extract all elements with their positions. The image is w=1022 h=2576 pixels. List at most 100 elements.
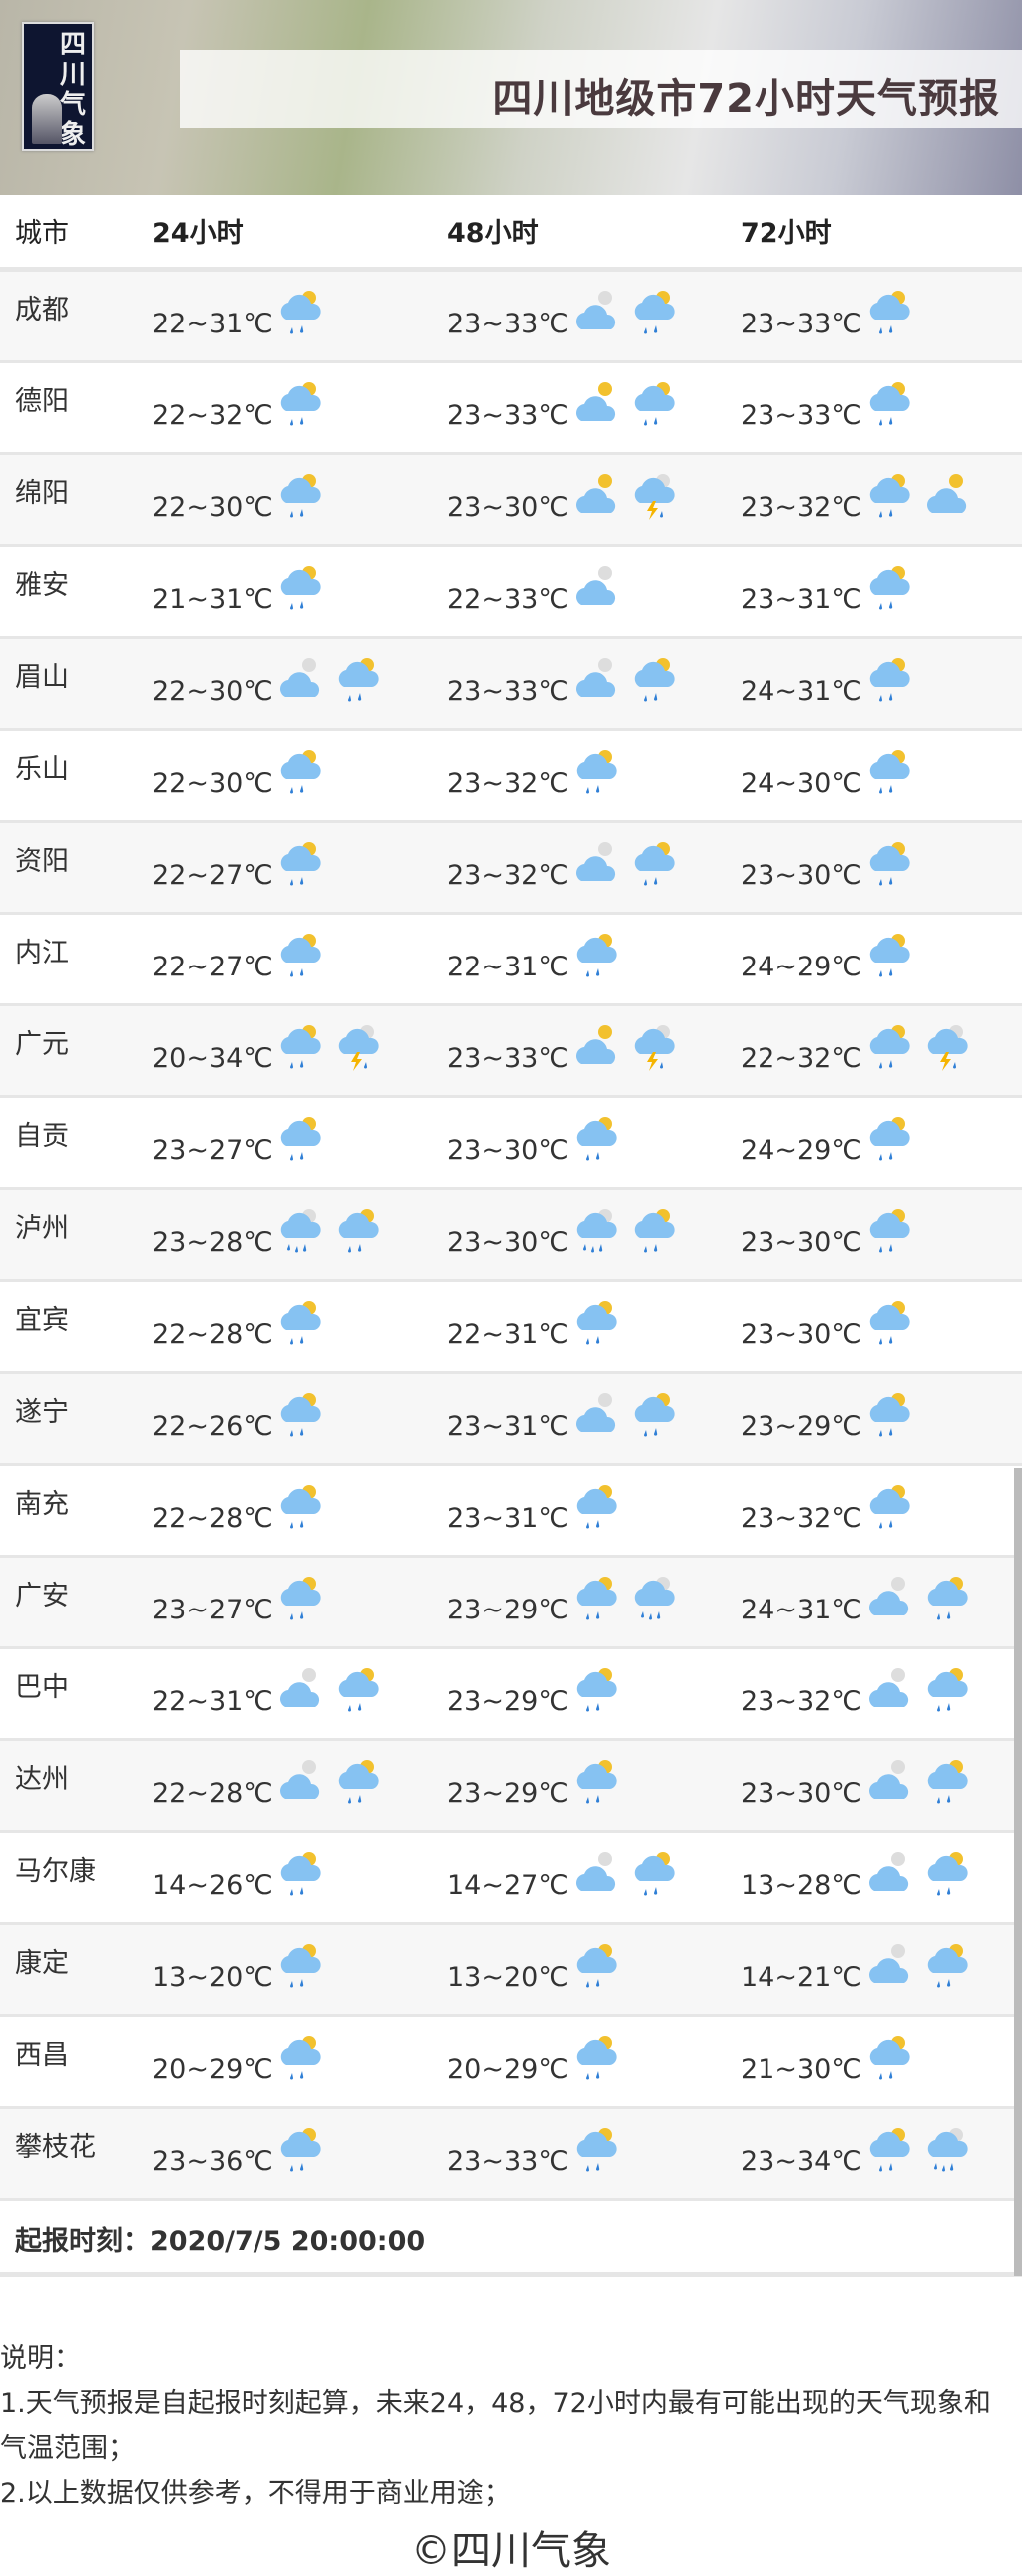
shower-icon [275, 1570, 325, 1629]
forecast-cell-d48: 23~33℃ [447, 284, 685, 343]
partly-cloudy-icon [922, 467, 972, 527]
temperature-range: 23~32℃ [741, 1503, 862, 1534]
city-name: 南充 [15, 1489, 69, 1520]
shower-icon [275, 2029, 325, 2089]
table-row: 泸州 23~28℃ 23~30℃ 23~30℃ [0, 1190, 1022, 1282]
notes: 说明： 1.天气预报是自起报时刻起算，未来24，48，72小时内最有可能出现的天… [0, 2336, 1008, 2516]
temperature-range: 24~31℃ [741, 676, 862, 707]
table-row: 达州 22~28℃ 23~29℃ 23~30℃ [0, 1741, 1022, 1833]
forecast-cell-d72: 24~30℃ [741, 743, 920, 803]
temperature-range: 22~26℃ [152, 1411, 273, 1442]
city-name: 资阳 [15, 846, 69, 877]
forecast-cell-d24: 23~36℃ [152, 2121, 331, 2181]
shower-icon [922, 1753, 972, 1813]
forecast-cell-d24: 14~26℃ [152, 1845, 331, 1905]
city-name: 攀枝花 [15, 2132, 96, 2163]
temperature-range: 23~33℃ [741, 400, 862, 431]
city-name: 宜宾 [15, 1305, 69, 1336]
forecast-cell-d48: 13~20℃ [447, 1937, 627, 1997]
rain-icon [922, 2121, 972, 2181]
temperature-range: 23~30℃ [741, 860, 862, 891]
table-row: 内江 22~27℃ 22~31℃ 24~29℃ [0, 915, 1022, 1006]
shower-icon [333, 1661, 383, 1721]
cloudy-icon [864, 1937, 914, 1997]
forecast-cell-d48: 23~29℃ [447, 1753, 627, 1813]
scrollbar[interactable] [1014, 1468, 1022, 2276]
shower-icon [571, 1110, 621, 1170]
cloudy-icon [571, 559, 621, 619]
forecast-cell-d24: 22~32℃ [152, 375, 331, 435]
shower-icon [864, 467, 914, 527]
shower-icon [922, 1570, 972, 1629]
city-name: 乐山 [15, 754, 69, 785]
temperature-range: 23~31℃ [447, 1411, 569, 1442]
temperature-range: 14~21℃ [741, 1962, 862, 1993]
forecast-cell-d24: 22~26℃ [152, 1386, 331, 1446]
forecast-cell-d24: 20~29℃ [152, 2029, 331, 2089]
shower-icon [275, 1845, 325, 1905]
rain-icon [275, 1202, 325, 1262]
temperature-range: 23~29℃ [741, 1411, 862, 1442]
shower-icon [275, 559, 325, 619]
forecast-cell-d72: 23~30℃ [741, 835, 920, 895]
cloudy-icon [571, 651, 621, 711]
temperature-range: 22~27℃ [152, 952, 273, 982]
table-row: 南充 22~28℃ 23~31℃ 23~32℃ [0, 1466, 1022, 1558]
table-row: 攀枝花 23~36℃ 23~33℃ 23~34℃ [0, 2109, 1022, 2201]
temperature-range: 23~31℃ [447, 1503, 569, 1534]
city-name: 广元 [15, 1029, 69, 1060]
temperature-range: 21~31℃ [152, 584, 273, 615]
temperature-range: 23~36℃ [152, 2146, 273, 2177]
forecast-cell-d48: 23~33℃ [447, 2121, 627, 2181]
partly-cloudy-icon [571, 1018, 621, 1078]
city-name: 眉山 [15, 662, 69, 693]
shower-icon [275, 1386, 325, 1446]
temperature-range: 14~26℃ [152, 1870, 273, 1901]
temperature-range: 13~28℃ [741, 1870, 862, 1901]
cloudy-icon [864, 1570, 914, 1629]
forecast-cell-d48: 23~33℃ [447, 375, 685, 435]
forecast-cell-d72: 23~31℃ [741, 559, 920, 619]
temperature-range: 23~30℃ [447, 492, 569, 523]
notes-title: 说明： [0, 2343, 81, 2374]
shower-icon [275, 1937, 325, 1997]
shower-icon [571, 743, 621, 803]
cloudy-icon [571, 1386, 621, 1446]
shower-icon [275, 743, 325, 803]
forecast-cell-d48: 23~30℃ [447, 1110, 627, 1170]
shower-icon [275, 1478, 325, 1538]
forecast-cell-d24: 22~30℃ [152, 651, 389, 711]
forecast-cell-d24: 22~28℃ [152, 1478, 331, 1538]
shower-icon [275, 375, 325, 435]
temperature-range: 22~33℃ [447, 584, 569, 615]
shower-icon [275, 1294, 325, 1354]
forecast-cell-d72: 23~30℃ [741, 1294, 920, 1354]
table-row: 广元 20~34℃ 23~33℃ 22~32℃ [0, 1006, 1022, 1098]
temperature-range: 24~31℃ [741, 1595, 862, 1625]
forecast-cell-d48: 23~31℃ [447, 1478, 627, 1538]
city-name: 德阳 [15, 386, 69, 417]
shower-icon [275, 2121, 325, 2181]
shower-icon [571, 1937, 621, 1997]
table-row: 西昌 20~29℃ 20~29℃ 21~30℃ [0, 2017, 1022, 2109]
temperature-range: 22~32℃ [152, 400, 273, 431]
column-header-72h: 72小时 [741, 218, 832, 249]
table-row: 绵阳 22~30℃ 23~30℃ 23~32℃ [0, 455, 1022, 547]
temperature-range: 22~30℃ [152, 768, 273, 799]
forecast-cell-d48: 23~30℃ [447, 467, 685, 527]
temperature-range: 13~20℃ [152, 1962, 273, 1993]
forecast-cell-d48: 23~29℃ [447, 1661, 627, 1721]
forecast-cell-d24: 23~28℃ [152, 1202, 389, 1262]
note-item: 1.天气预报是自起报时刻起算，未来24，48，72小时内最有可能出现的天气现象和… [0, 2388, 991, 2464]
shower-icon [333, 651, 383, 711]
forecast-table: 成都 22~31℃ 23~33℃ 23~33℃ 德阳 22~32℃ 23~33℃ 23~33℃… [0, 272, 1022, 2201]
cloudy-icon [864, 1845, 914, 1905]
shower-icon [571, 1570, 621, 1629]
table-row: 遂宁 22~26℃ 23~31℃ 23~29℃ [0, 1374, 1022, 1466]
thunder-shower-icon [922, 1018, 972, 1078]
table-row: 雅安 21~31℃ 22~33℃ 23~31℃ [0, 547, 1022, 639]
rain-icon [629, 1570, 679, 1629]
forecast-cell-d24: 13~20℃ [152, 1937, 331, 1997]
temperature-range: 23~32℃ [447, 768, 569, 799]
cloudy-icon [864, 1753, 914, 1813]
